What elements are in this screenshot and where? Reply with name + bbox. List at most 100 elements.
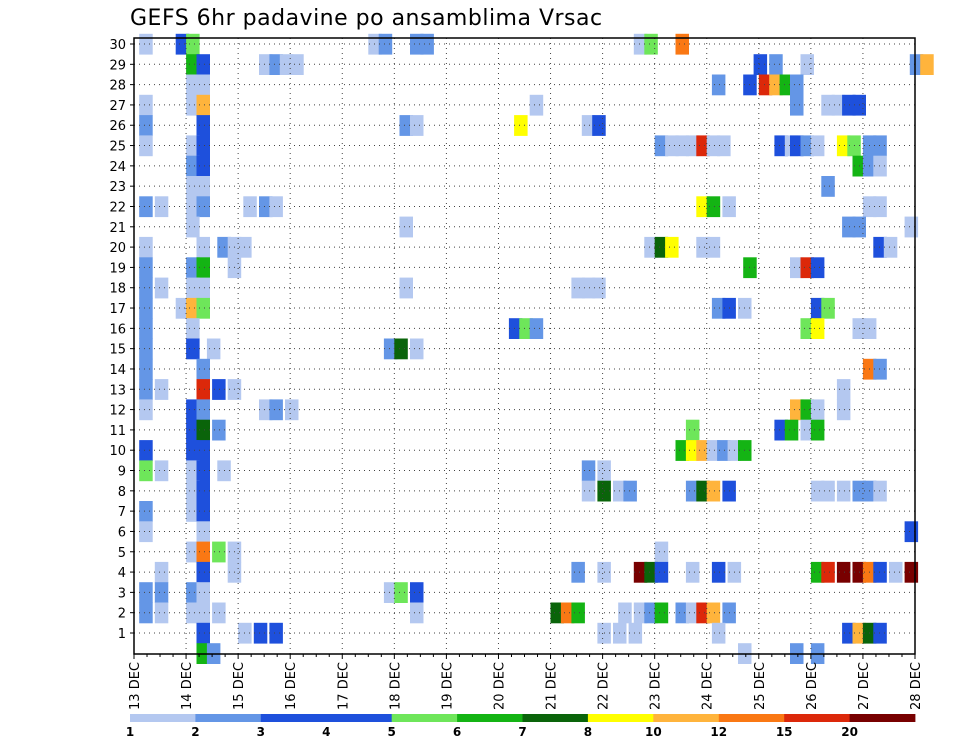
heatmap-cell <box>196 541 210 563</box>
heatmap-cell <box>139 440 153 461</box>
heatmap-cell <box>186 33 200 55</box>
y-tick-label: 22 <box>109 200 126 215</box>
legend-swatch <box>849 714 916 722</box>
heatmap-cell <box>711 561 726 583</box>
heatmap-cell <box>633 561 648 583</box>
legend-label: 6 <box>453 725 461 739</box>
heatmap-cell <box>706 135 721 157</box>
heatmap-cell <box>675 602 689 624</box>
x-tick-label: 20 DEC <box>492 662 507 710</box>
heatmap-cell <box>810 257 825 279</box>
x-tick-label: 25 DEC <box>753 662 768 710</box>
y-tick-label: 20 <box>109 241 126 256</box>
heatmap-cell <box>399 277 413 299</box>
heatmap-cell <box>186 155 200 177</box>
legend-swatch <box>718 714 785 722</box>
legend-label: 10 <box>645 725 662 739</box>
y-tick-label: 14 <box>109 363 126 378</box>
heatmap-cell <box>410 115 424 136</box>
heatmap-cell <box>821 297 835 319</box>
heatmap-cell <box>269 622 283 644</box>
heatmap-cell <box>196 622 210 644</box>
x-tick-label: 13 DEC <box>128 662 143 710</box>
heatmap-cell <box>154 561 169 583</box>
heatmap-cell <box>290 54 304 75</box>
heatmap-cell <box>665 135 679 157</box>
legend-swatch <box>130 714 196 722</box>
heatmap-cell <box>383 582 398 603</box>
y-tick-label: 16 <box>109 322 126 337</box>
x-tick-label: 28 DEC <box>909 662 924 710</box>
heatmap-cell <box>790 94 804 116</box>
heatmap-cell <box>196 297 210 319</box>
y-tick-label: 4 <box>118 566 126 581</box>
heatmap-cell <box>154 196 169 218</box>
legend-label: 8 <box>584 725 592 739</box>
heatmap-cell <box>790 74 804 96</box>
heatmap-cell <box>644 561 658 583</box>
heatmap-cell <box>399 216 413 238</box>
heatmap-cell <box>196 521 210 543</box>
heatmap-cell <box>623 480 637 502</box>
x-tick-label: 15 DEC <box>232 662 247 710</box>
heatmap-cell <box>665 236 679 258</box>
legend-swatch <box>522 714 589 722</box>
heatmap-cell <box>196 358 210 380</box>
heatmap-cell <box>186 541 200 563</box>
heatmap-cell <box>186 196 200 218</box>
y-tick-label: 24 <box>109 160 126 175</box>
heatmap-cell <box>186 338 200 360</box>
heatmap-cell <box>581 460 596 482</box>
heatmap-cell <box>821 561 835 583</box>
heatmap-cell <box>212 379 226 400</box>
y-tick-label: 13 <box>109 383 126 398</box>
y-tick-label: 12 <box>109 404 126 419</box>
heatmap-cell <box>711 297 726 319</box>
legend-label: 5 <box>387 725 395 739</box>
heatmap-cell <box>196 135 210 157</box>
heatmap-cell <box>904 216 919 238</box>
heatmap-cell <box>410 602 424 624</box>
chart-title: GEFS 6hr padavine po ansamblima Vrsac <box>130 6 603 31</box>
heatmap-cell <box>269 399 283 421</box>
heatmap-cell <box>186 582 200 603</box>
heatmap-cell <box>873 196 887 218</box>
y-tick-label: 11 <box>109 424 126 439</box>
heatmap-cell <box>186 602 200 624</box>
heatmap-cell <box>836 379 851 400</box>
heatmap-cell <box>253 622 268 644</box>
heatmap-cell <box>139 196 153 218</box>
heatmap-cell <box>821 94 835 116</box>
heatmap-cell <box>186 297 200 319</box>
heatmap-cell <box>904 521 919 543</box>
heatmap-cell <box>685 561 700 583</box>
heatmap-cell <box>139 501 153 522</box>
heatmap-cell <box>186 501 200 522</box>
heatmap-cell <box>196 379 210 400</box>
x-tick-label: 24 DEC <box>701 662 716 710</box>
heatmap-cell <box>259 399 273 421</box>
heatmap-cell <box>186 54 200 75</box>
heatmap-cell <box>758 74 773 96</box>
heatmap-cell <box>873 480 887 502</box>
color-legend: 1 2 3 4 5 6 7 8 10 12 15 20 <box>126 714 916 739</box>
heatmap-cell <box>873 622 887 644</box>
heatmap-cell <box>706 440 721 461</box>
heatmap-cell <box>378 33 393 55</box>
legend-swatch <box>260 714 327 722</box>
y-tick-label: 29 <box>109 58 126 73</box>
heatmap-cell <box>154 602 169 624</box>
heatmap-cell <box>685 602 700 624</box>
heatmap-cell <box>394 582 408 603</box>
heatmap-cell <box>810 318 825 339</box>
heatmap-cell <box>139 135 153 157</box>
legend-swatch <box>784 714 850 722</box>
y-tick-label: 6 <box>118 525 126 540</box>
x-tick-label: 23 DEC <box>649 662 664 710</box>
heatmap-cell <box>529 318 544 339</box>
heatmap-cell <box>711 74 726 96</box>
heatmap-cell <box>196 236 210 258</box>
legend-swatch <box>587 714 654 722</box>
y-tick-label: 10 <box>109 444 126 459</box>
heatmap-cell <box>628 622 643 644</box>
